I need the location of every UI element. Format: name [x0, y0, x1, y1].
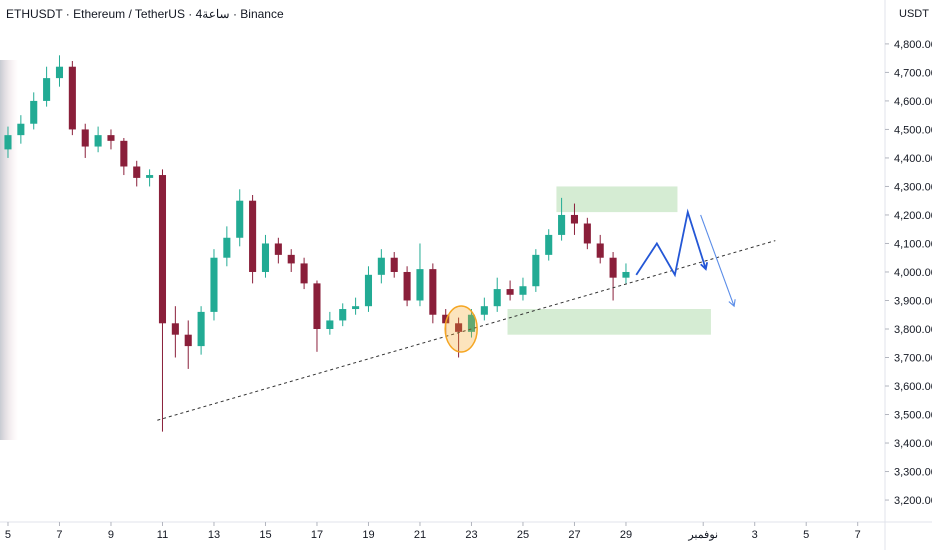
- candle-body: [313, 283, 321, 329]
- candle-body: [210, 257, 218, 312]
- candle-body: [107, 135, 115, 141]
- candle-body: [622, 271, 630, 278]
- y-tick-label: 4,400.00: [894, 153, 932, 165]
- candle-body: [532, 254, 540, 287]
- y-tick-label: 3,400.00: [894, 438, 932, 450]
- zone: [507, 309, 711, 335]
- candle-body: [43, 78, 51, 101]
- y-tick-label: 4,200.00: [894, 210, 932, 222]
- y-tick-label: 4,100.00: [894, 238, 932, 250]
- candle-body: [364, 274, 373, 307]
- candle-body: [570, 214, 579, 224]
- x-tick-label: 17: [311, 529, 323, 541]
- x-tick-label: 29: [620, 529, 632, 541]
- x-tick-label: 11: [157, 529, 168, 541]
- y-tick-label: 3,500.00: [894, 410, 932, 422]
- candle-body: [429, 269, 437, 315]
- candle-body: [261, 243, 270, 272]
- x-tick-label: 7: [56, 529, 62, 541]
- candle-body: [171, 323, 179, 335]
- x-tick-label: 3: [752, 529, 758, 541]
- candle-body: [274, 243, 282, 255]
- candle-body: [377, 257, 385, 275]
- chart-title: ETHUSDT · Ethereum / TetherUS · 4ساعة · …: [6, 7, 284, 21]
- zone: [556, 186, 678, 213]
- highlight-circle: [444, 305, 478, 353]
- volume-profile: [0, 60, 18, 440]
- x-tick-label: 5: [803, 529, 809, 541]
- candle-body: [300, 263, 308, 284]
- y-tick-label: 4,600.00: [894, 96, 932, 108]
- y-tick-label: 3,700.00: [894, 353, 932, 365]
- candle-body: [197, 311, 205, 347]
- y-tick-label: 3,300.00: [894, 467, 932, 479]
- candle-body: [583, 223, 591, 244]
- candle-body: [55, 66, 64, 79]
- candle-body: [120, 140, 128, 167]
- y-tick-label: 3,900.00: [894, 295, 932, 307]
- candle-body: [493, 289, 501, 307]
- x-tick-label: 5: [5, 529, 11, 541]
- volume-profile-band: [0, 60, 18, 440]
- projection-path: [700, 214, 735, 307]
- projection-path: [635, 208, 707, 278]
- candle-body: [223, 237, 231, 258]
- candle-body: [596, 243, 604, 258]
- candle-body: [506, 289, 514, 295]
- candle-body: [158, 175, 167, 324]
- candle-body: [68, 66, 76, 130]
- x-tick-label: 27: [568, 529, 580, 541]
- x-tick-label: 7: [855, 529, 861, 541]
- candle-body: [184, 334, 192, 347]
- candle-body: [403, 271, 411, 301]
- arrow-head: [728, 299, 736, 308]
- x-tick-label: نوفمبر: [687, 529, 718, 541]
- y-tick-label: 4,000.00: [894, 267, 932, 279]
- x-tick-label: 15: [259, 529, 271, 541]
- y-tick-label: 3,800.00: [894, 324, 932, 336]
- axis-unit: USDT: [899, 8, 929, 20]
- y-tick-label: 3,200.00: [894, 495, 932, 507]
- candle-body: [609, 257, 617, 278]
- candle-body: [249, 200, 257, 272]
- x-tick-label: 25: [517, 529, 529, 541]
- y-tick-label: 4,700.00: [894, 67, 932, 79]
- y-tick-label: 3,600.00: [894, 381, 932, 393]
- candle-body: [442, 314, 450, 324]
- x-tick-label: 9: [108, 529, 114, 541]
- x-tick-label: 21: [414, 529, 426, 541]
- candle-body: [236, 200, 244, 238]
- candle-body: [467, 314, 476, 332]
- candle-body: [352, 306, 360, 310]
- x-tick-label: 23: [465, 529, 477, 541]
- candle-body: [287, 254, 295, 264]
- candle-body: [480, 306, 488, 315]
- y-tick-label: 4,800.00: [894, 39, 932, 51]
- y-tick-label: 4,500.00: [894, 124, 932, 136]
- x-tick-label: 19: [362, 529, 374, 541]
- candle-body: [390, 257, 398, 272]
- candle-body: [81, 129, 89, 147]
- candle-body: [519, 286, 527, 295]
- candle-body: [94, 135, 102, 147]
- candle-body: [455, 323, 463, 332]
- x-tick-label: 13: [208, 529, 220, 541]
- candle-body: [545, 234, 553, 255]
- candle-body: [416, 269, 424, 301]
- candle-body: [17, 123, 25, 136]
- candle-body: [146, 175, 154, 178]
- candle-body: [30, 100, 38, 124]
- arrow-head: [700, 262, 709, 271]
- candle-body: [326, 320, 334, 329]
- candle-body: [4, 135, 12, 150]
- candle-body: [558, 214, 566, 235]
- candle-body: [133, 166, 141, 178]
- candle-body: [339, 309, 347, 321]
- y-tick-label: 4,300.00: [894, 181, 932, 193]
